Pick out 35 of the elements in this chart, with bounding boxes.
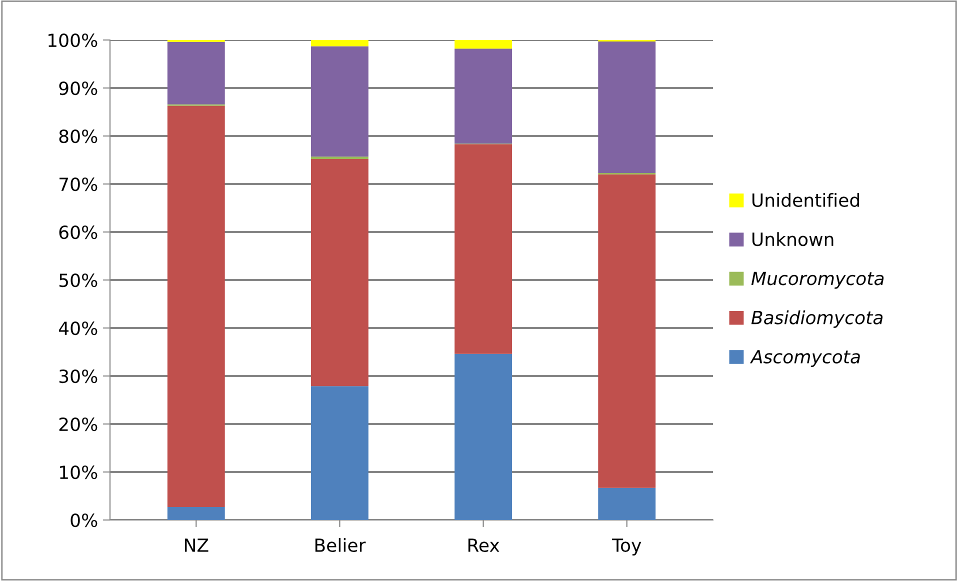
- bar: [311, 46, 368, 157]
- bar: [598, 174, 656, 488]
- x-tick-label: Toy: [612, 538, 642, 556]
- x-tick-label: Rex: [468, 538, 500, 552]
- bar: [311, 156, 368, 160]
- bar: [454, 40, 512, 49]
- x-tick-label: NZ: [184, 538, 208, 552]
- bar: [454, 354, 512, 520]
- bar: [311, 386, 368, 520]
- y-tick-label: 80%: [59, 129, 98, 144]
- y-tick-label: 10%: [60, 465, 98, 480]
- y-tick-label: 90%: [59, 81, 98, 96]
- legend-label: Mucoromycota: [751, 272, 884, 289]
- bar: [454, 144, 512, 354]
- bar: [167, 42, 225, 104]
- bar: [311, 159, 368, 386]
- x-tick-label: Belier: [315, 538, 366, 552]
- y-tick-label: 100%: [48, 33, 98, 48]
- legend-label: Basidiomycota: [751, 310, 883, 328]
- bar: [167, 507, 225, 520]
- bar: [454, 48, 512, 144]
- y-tick-label: 30%: [59, 369, 98, 384]
- bar: [311, 40, 368, 46]
- y-tick-label: 0%: [70, 513, 98, 528]
- y-tick-label: 60%: [59, 225, 98, 240]
- y-tick-label: 50%: [59, 273, 98, 288]
- y-tick-label: 20%: [59, 417, 98, 432]
- y-tick-label: 40%: [58, 321, 98, 336]
- legend-label: Ascomycota: [750, 350, 860, 368]
- y-tick-label: 70%: [60, 177, 98, 192]
- bar: [598, 41, 656, 173]
- legend-label: Unidentified: [752, 192, 859, 207]
- bar: [598, 488, 656, 520]
- bar: [167, 106, 225, 508]
- legend-label: Unknown: [752, 232, 834, 246]
